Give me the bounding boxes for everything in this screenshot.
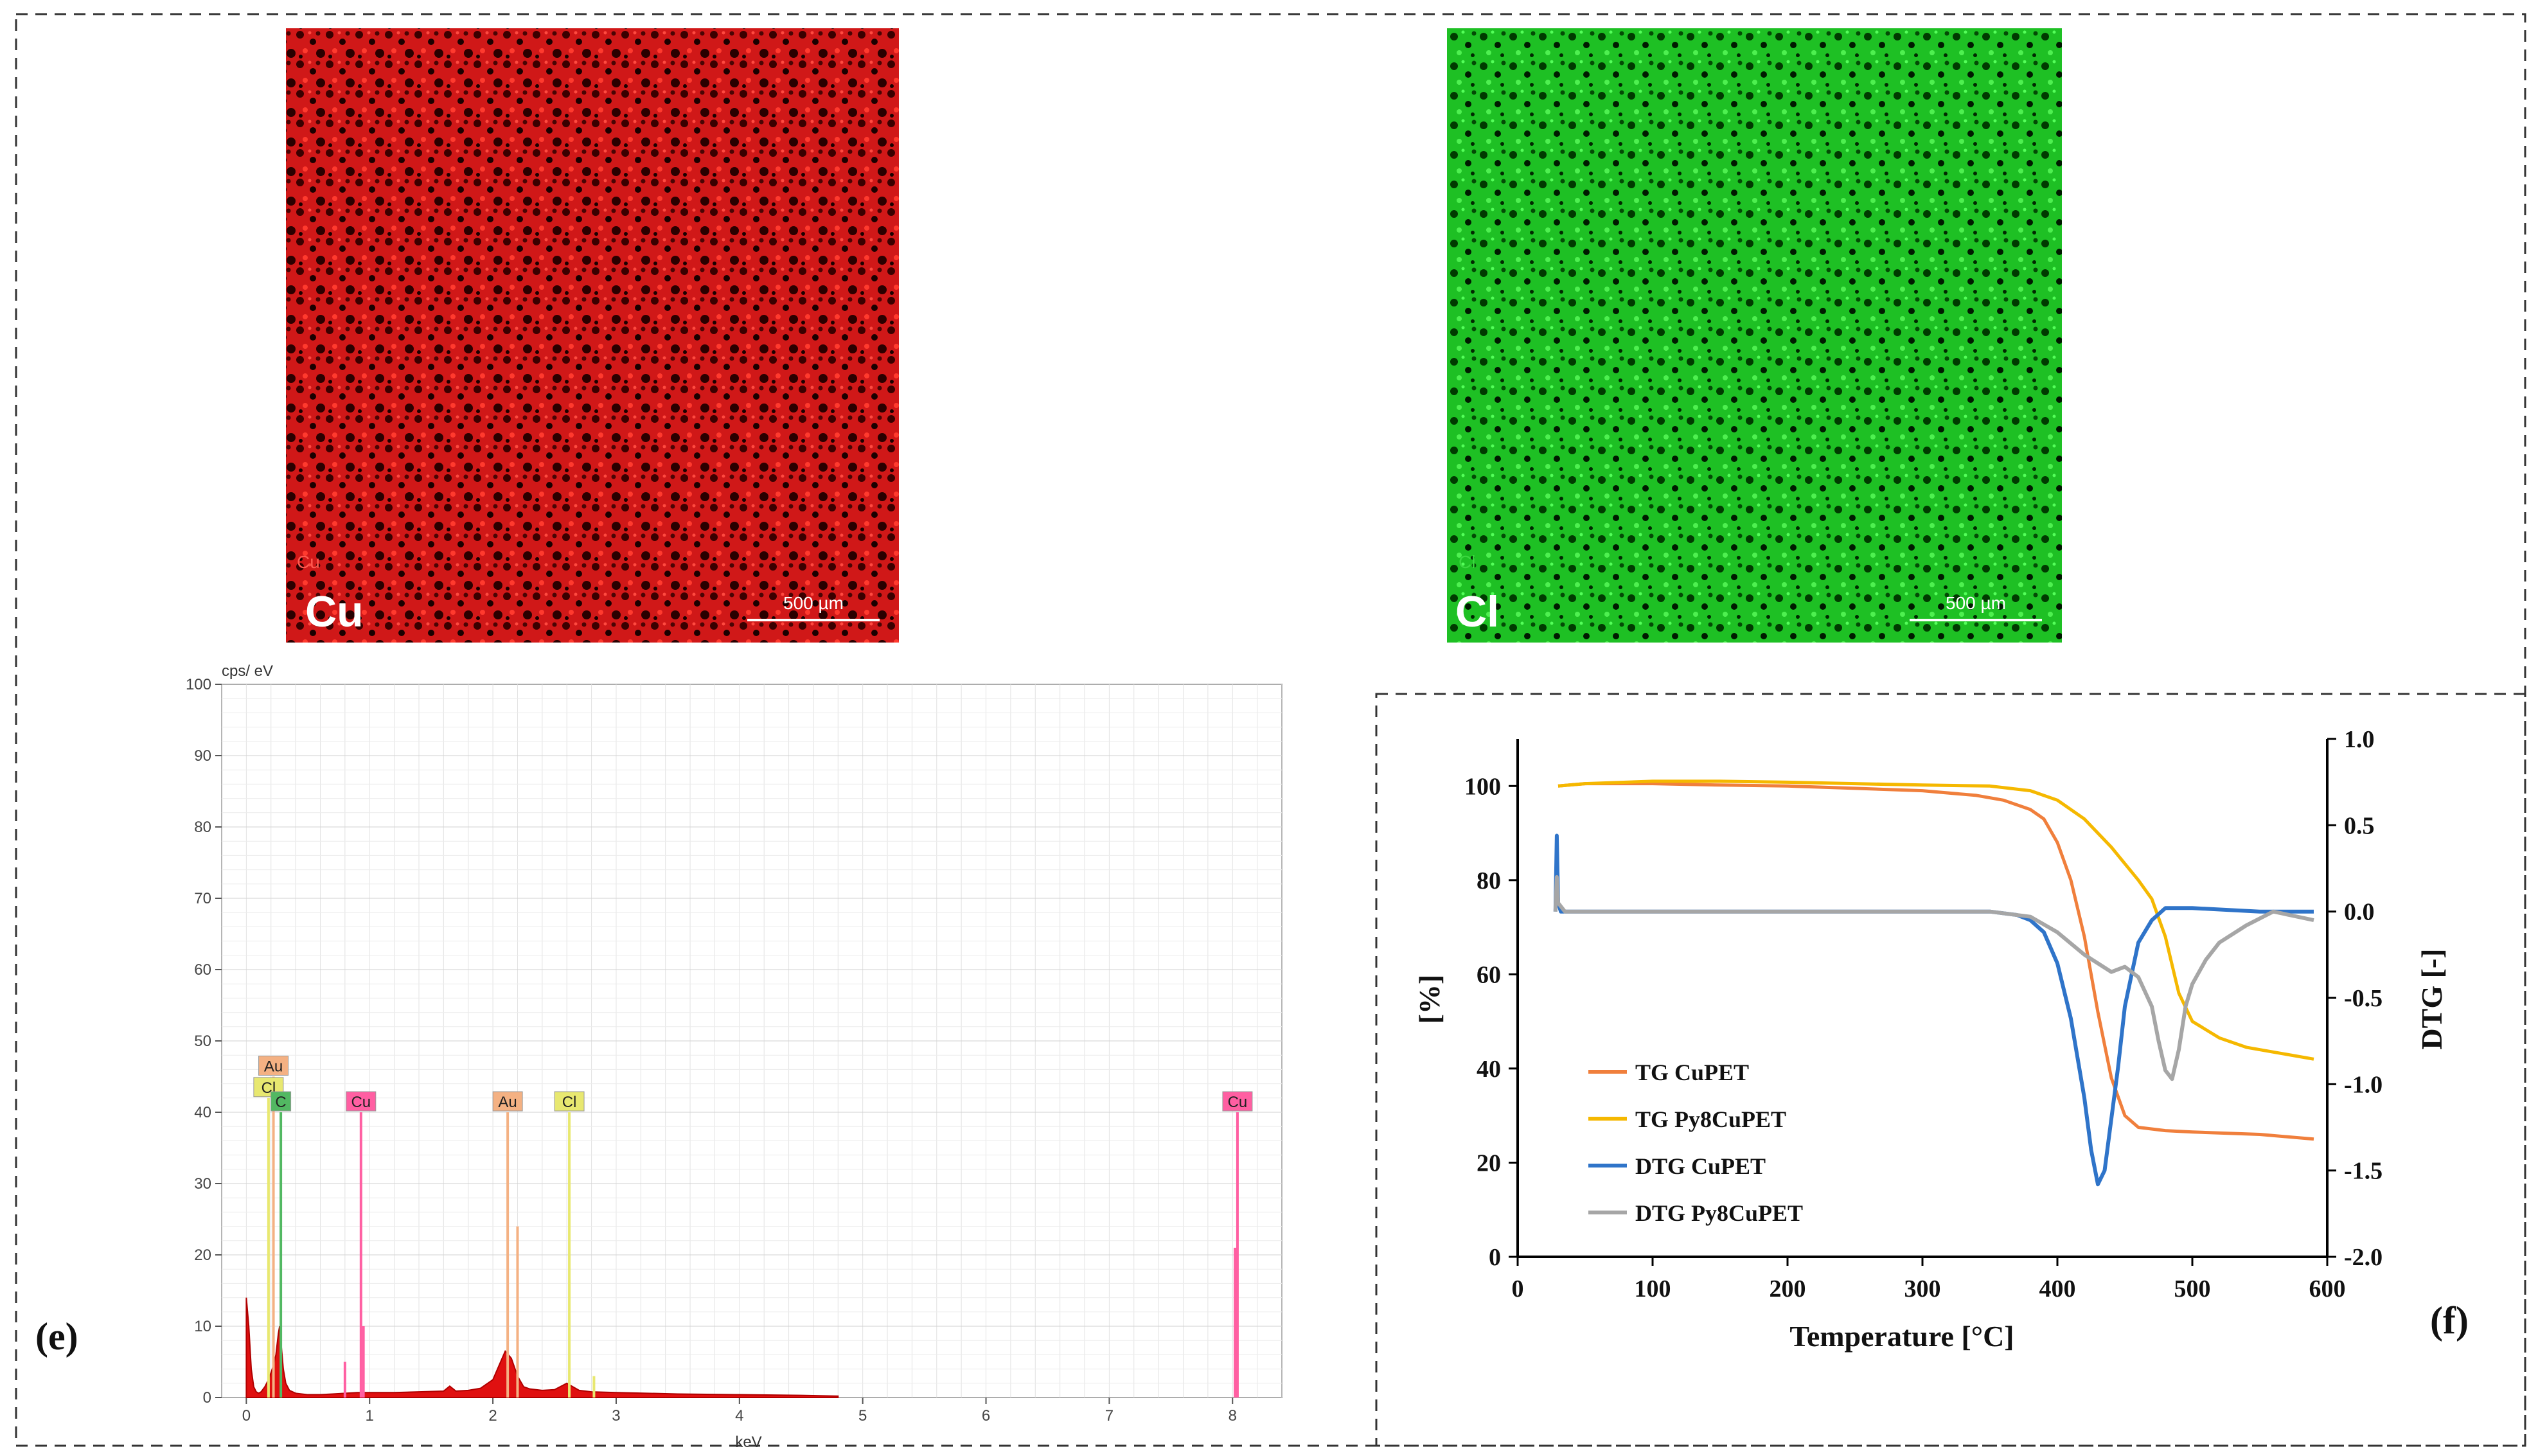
tga-x-tick-label: 0 — [1512, 1275, 1524, 1302]
tga-y2-tick-label: 1.0 — [2344, 726, 2375, 753]
tga-y2-tick-label: -1.0 — [2344, 1071, 2383, 1098]
cu-map-scale-text: 500 µm — [783, 593, 844, 613]
tga-x-tick-label: 400 — [2039, 1275, 2076, 1302]
eds-peak-label: Au — [264, 1058, 283, 1076]
eds-x-axis-label: keV — [735, 1434, 761, 1451]
eds-x-tick-label: 3 — [612, 1407, 620, 1425]
eds-peak-label-box — [258, 1056, 289, 1076]
tga-y-tick-label: 60 — [1477, 961, 1501, 988]
tga-series-line — [1557, 782, 2314, 1141]
eds-peak-label-box — [271, 1091, 292, 1112]
eds-y-tick-label: 60 — [194, 961, 211, 979]
eds-y-tick-label: 100 — [186, 676, 211, 693]
tga-y2-tick-label: -0.5 — [2344, 985, 2383, 1012]
eds-y-tick-label: 80 — [194, 819, 211, 836]
tga-legend-label: TG Py8CuPET — [1635, 1106, 1786, 1132]
eds-peak-label: Cu — [351, 1094, 371, 1111]
cu-map-corner-tag: Cu — [297, 552, 320, 572]
tga-y-tick-label: 80 — [1477, 867, 1501, 894]
tga-series-line — [1553, 874, 2314, 1081]
tga-x-tick-label: 100 — [1635, 1275, 1671, 1302]
cl-map-element-label: Cl — [1455, 587, 1499, 636]
eds-peak-label-box — [253, 1077, 284, 1097]
cu-map-element-label: Cu — [305, 587, 364, 636]
tga-y-tick-label: 100 — [1464, 773, 1501, 800]
tga-y-tick-label: 0 — [1489, 1244, 1501, 1271]
eds-x-tick-label: 6 — [982, 1407, 990, 1425]
eds-y-axis-label: cps/ eV — [222, 662, 273, 680]
panel-label-e: (e) — [35, 1315, 78, 1358]
tga-x-tick-label: 300 — [1904, 1275, 1941, 1302]
eds-y-tick-label: 0 — [203, 1389, 211, 1407]
eds-peak-label: Cl — [562, 1094, 577, 1111]
eds-peak-lines — [267, 1076, 1239, 1398]
eds-peak-label: Au — [498, 1094, 517, 1111]
eds-x-tick-label: 7 — [1105, 1407, 1114, 1425]
eds-y-tick-label: 30 — [194, 1175, 211, 1193]
tga-panel-frame — [1375, 693, 2526, 1447]
cl-map-scale-text: 500 µm — [1946, 593, 2006, 613]
tga-y-tick-label: 40 — [1477, 1056, 1501, 1083]
cl-map-image — [1447, 28, 2062, 643]
tga-y2-tick-label: -1.5 — [2344, 1158, 2383, 1185]
tga-axes: 0 100 200 300 400 500 600 0 20 40 60 80 100 1.0 0.5 0.0… — [1464, 726, 2383, 1302]
tga-y2-tick-label: 0.0 — [2344, 899, 2375, 926]
eds-y-tick-label: 20 — [194, 1247, 211, 1264]
eds-y-tick-label: 10 — [194, 1318, 211, 1335]
tga-y-axis-label: [%] — [1413, 975, 1446, 1024]
eds-y-tick-label: 40 — [194, 1104, 211, 1121]
tga-series-line — [1557, 779, 2314, 1061]
eds-x-tick-label: 5 — [858, 1407, 867, 1425]
tga-y-tick-label: 20 — [1477, 1150, 1501, 1176]
eds-peak-label-box — [1222, 1091, 1253, 1112]
eds-peak-label-box — [346, 1091, 377, 1112]
tga-x-axis-label: Temperature [°C] — [1789, 1320, 2014, 1353]
eds-y-tick-label: 90 — [194, 747, 211, 765]
tga-legend-label: TG CuPET — [1635, 1060, 1749, 1085]
eds-x-tick-label: 0 — [242, 1407, 251, 1425]
tga-y2-tick-label: 0.5 — [2344, 812, 2375, 839]
tga-legend-label: DTG Py8CuPET — [1635, 1200, 1803, 1226]
eds-x-tick-label: 8 — [1229, 1407, 1237, 1425]
cu-map-image — [286, 28, 899, 643]
tga-y2-tick-label: -2.0 — [2344, 1244, 2383, 1271]
eds-peak-label: Cu — [1228, 1094, 1248, 1111]
eds-peak-label-box — [554, 1091, 585, 1112]
eds-x-tick-label: 4 — [735, 1407, 743, 1425]
eds-x-tick-label: 2 — [488, 1407, 497, 1425]
tga-legend-label: DTG CuPET — [1635, 1153, 1766, 1179]
tga-y2-axis-label: DTG [-] — [2415, 948, 2448, 1049]
panel-label-f: (f) — [2430, 1299, 2469, 1342]
eds-peak-label-box — [492, 1091, 523, 1112]
tga-x-tick-label: 500 — [2174, 1275, 2211, 1302]
cl-map: Cl Cl 500 µm — [1447, 28, 2062, 643]
tga-x-tick-label: 200 — [1770, 1275, 1806, 1302]
eds-y-tick-label: 50 — [194, 1033, 211, 1050]
eds-x-tick-label: 1 — [366, 1407, 374, 1425]
eds-peak-label: C — [275, 1094, 286, 1111]
tga-x-tick-label: 600 — [2309, 1275, 2346, 1302]
cu-map: Cu Cu 500 µm — [286, 28, 899, 643]
tga-legend: TG CuPET TG Py8CuPET DTG CuPET DTG Py8CuPET — [1588, 1060, 1803, 1226]
eds-grid — [221, 684, 1282, 1398]
tga-series — [1553, 779, 2314, 1187]
tga-chart: 0 100 200 300 400 500 600 0 20 40 60 80 100 1.0 0.5 0.0… — [1413, 726, 2448, 1353]
cl-map-corner-tag: Cl — [1459, 552, 1475, 572]
eds-y-tick-label: 70 — [194, 890, 211, 907]
